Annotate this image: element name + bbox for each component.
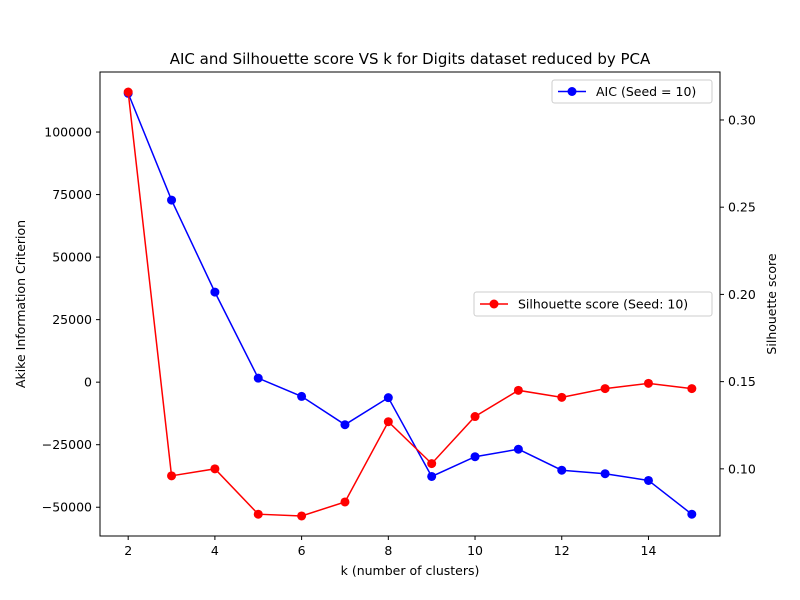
legend-box (551, 79, 713, 104)
x-tick-label: 4 (211, 543, 219, 558)
aic-data-point (470, 452, 480, 462)
silhouette-data-point (643, 378, 653, 388)
legend-label: AIC (Seed = 10) (596, 84, 696, 99)
legend-marker (567, 87, 577, 96)
silhouette-data-point (123, 87, 133, 97)
plot-marks (123, 87, 697, 521)
y-right-tick-label: 0.10 (728, 461, 756, 476)
legend-label: Silhouette score (Seed: 10) (518, 297, 688, 312)
aic-data-point (383, 393, 393, 403)
x-tick-label: 8 (384, 543, 392, 558)
aic-data-point (513, 444, 523, 454)
aic-data-point (427, 471, 437, 481)
legend-marker (489, 299, 499, 309)
aic-data-point (253, 373, 263, 383)
chart-title: AIC and Silhouette score VS k for Digits… (170, 50, 651, 68)
x-tick-label: 12 (554, 543, 570, 558)
aic-data-point (687, 509, 697, 519)
aic-data-point (600, 469, 610, 479)
aic-data-point (297, 391, 307, 401)
aic-data-point (557, 465, 567, 475)
silhouette-data-point (470, 412, 480, 422)
silhouette-data-point (687, 384, 697, 394)
y-left-tick-label: 0 (84, 375, 92, 390)
axis-ticks: 2 4 6 8 10 12 14 −50000 −25000 0 25000 50000 75000 10… (42, 112, 756, 558)
y-left-tick-label: 50000 (52, 250, 92, 265)
silhouette-data-point (297, 511, 307, 521)
silhouette-data-point (557, 392, 567, 402)
silhouette-data-point (427, 459, 437, 469)
silhouette-data-point (340, 497, 350, 507)
legend-box (473, 291, 713, 317)
silhouette-series-line (127, 91, 692, 517)
x-tick-label: 10 (467, 543, 483, 558)
legends: AIC (Seed = 10) Silhouette score (Seed: 1… (473, 79, 713, 317)
y-left-tick-label: 75000 (52, 187, 92, 202)
silhouette-data-point (253, 509, 263, 519)
y-axis-left-title: Akike Information Criterion (13, 220, 28, 388)
y-left-tick-label: −50000 (42, 500, 92, 515)
silhouette-legend: Silhouette score (Seed: 10) (473, 291, 713, 317)
aic-data-point (340, 420, 350, 430)
y-left-tick-label: 25000 (52, 312, 92, 327)
silhouette-data-point (210, 464, 220, 474)
y-left-tick-label: 100000 (44, 125, 92, 140)
aic-data-point (210, 287, 220, 297)
y-right-tick-label: 0.15 (728, 374, 756, 389)
y-left-tick-label: −25000 (42, 437, 92, 452)
y-right-tick-label: 0.25 (728, 200, 756, 215)
aic-data-point (643, 475, 653, 485)
silhouette-data-point (167, 471, 177, 481)
y-right-tick-label: 0.30 (728, 112, 756, 127)
x-tick-label: 2 (124, 543, 132, 558)
aic-series-line (127, 92, 693, 515)
x-axis-title: k (number of clusters) (341, 563, 480, 578)
silhouette-data-point (600, 384, 610, 394)
plot-frame (99, 71, 721, 537)
y-right-tick-label: 0.20 (728, 287, 756, 302)
aic-data-point (167, 195, 177, 205)
aic-legend: AIC (Seed = 10) (551, 79, 713, 104)
silhouette-data-point (383, 417, 393, 427)
silhouette-data-point (513, 385, 523, 395)
x-tick-label: 14 (641, 543, 657, 558)
x-tick-label: 6 (298, 543, 306, 558)
y-axis-right-title: Silhouette score (764, 253, 779, 354)
